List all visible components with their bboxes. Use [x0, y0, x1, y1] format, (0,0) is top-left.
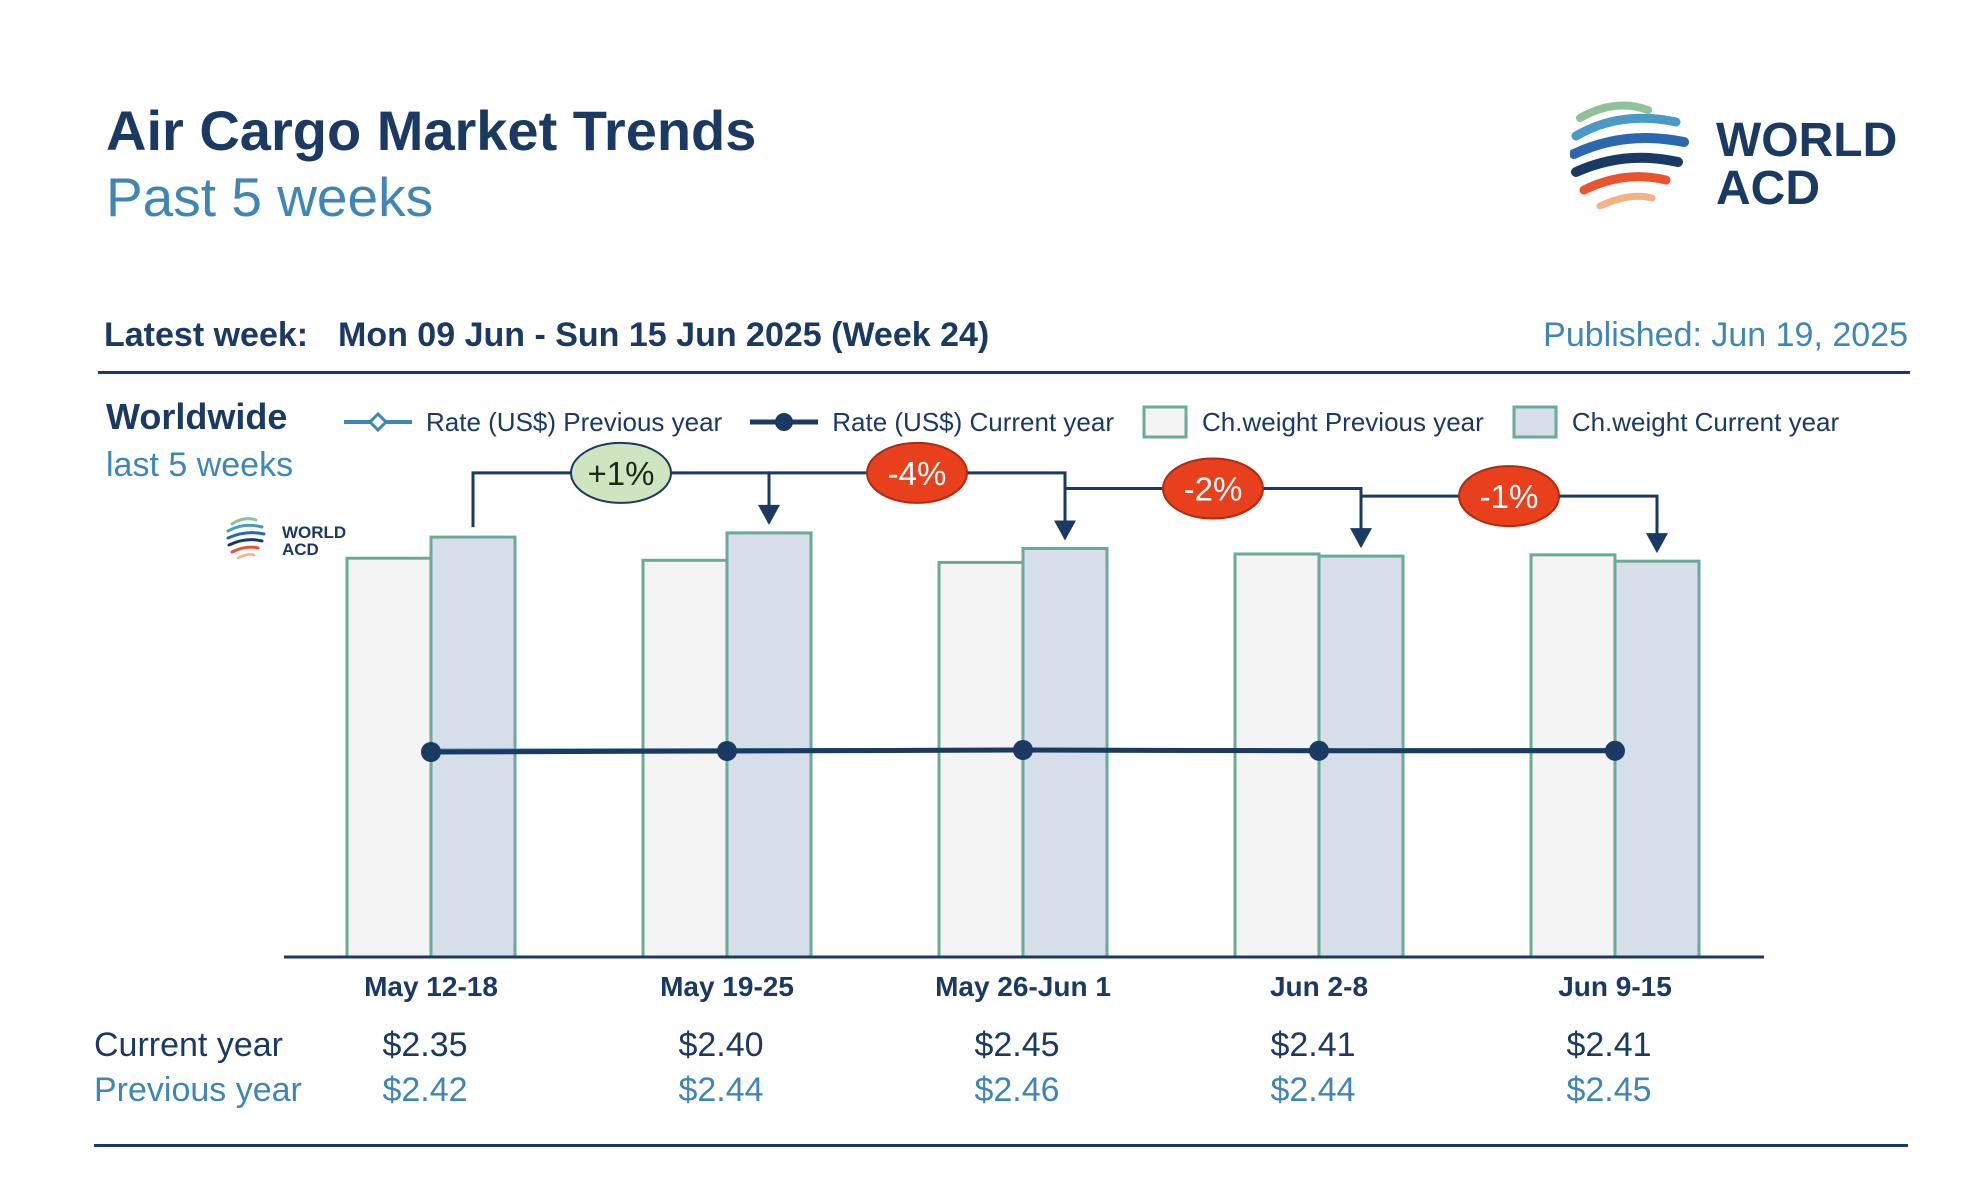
previous-year-row-label: Previous year	[94, 1071, 302, 1109]
legend-line-diamond-icon	[344, 412, 412, 432]
region-period: last 5 weeks	[106, 446, 294, 484]
bar-weight-cur-1	[725, 531, 813, 959]
logo-text-world: WORLD	[1716, 114, 1897, 167]
x-tick-label-0: May 12-18	[364, 971, 498, 1002]
current-rate-value: $2.40	[678, 1026, 764, 1064]
legend-box-cur-icon	[1512, 405, 1558, 439]
bar-weight-cur-4	[1613, 559, 1701, 959]
change-badge-2	[1162, 457, 1264, 520]
change-badge-0	[570, 441, 672, 504]
small-logo-text-world: WORLD	[282, 523, 346, 542]
x-tick-label-2: May 26-Jun 1	[935, 971, 1111, 1002]
region-title: Worldwide	[106, 396, 288, 437]
page-subtitle: Past 5 weeks	[106, 166, 434, 228]
published-date: Published: Jun 19, 2025	[1543, 316, 1908, 354]
previous-rate-value: $2.44	[678, 1071, 764, 1109]
legend-weight-prev: Ch.weight Previous year	[1142, 405, 1484, 439]
previous-rate-value: $2.42	[382, 1071, 468, 1109]
x-tick-label-1: May 19-25	[660, 971, 794, 1002]
point-rate-cur-1	[717, 741, 737, 761]
point-rate-cur-4	[1605, 740, 1625, 761]
previous-rate-value: $2.45	[1566, 1071, 1652, 1109]
chart-legend: Rate (US$) Previous year Rate (US$) Curr…	[344, 404, 1839, 440]
bar-weight-cur-3	[1317, 554, 1405, 959]
legend-rate-cur: Rate (US$) Current year	[750, 407, 1114, 438]
change-badge-1	[866, 441, 968, 504]
change-badge-label-3: -1%	[1480, 478, 1539, 515]
bar-weight-prev-4	[1529, 553, 1617, 959]
current-rate-value: $2.41	[1270, 1026, 1356, 1064]
change-badge-label-2: -2%	[1184, 471, 1243, 508]
world-acd-small-logo: WORLD ACD	[226, 517, 346, 560]
point-rate-cur-0	[421, 742, 441, 762]
header-divider	[98, 371, 1910, 374]
logo-text-acd: ACD	[1716, 162, 1820, 215]
current-rate-value: $2.45	[974, 1026, 1060, 1064]
change-badge-3	[1458, 465, 1560, 528]
page-title: Air Cargo Market Trends	[106, 99, 757, 162]
latest-week-label: Latest week:	[104, 316, 309, 354]
legend-rate-prev-label: Rate (US$) Previous year	[426, 406, 723, 437]
legend-weight-prev-label: Ch.weight Previous year	[1202, 406, 1484, 437]
bar-weight-cur-2	[1021, 547, 1109, 959]
legend-rate-prev: Rate (US$) Previous year	[344, 407, 722, 438]
previous-rate-value: $2.44	[1270, 1071, 1356, 1109]
legend-weight-cur: Ch.weight Current year	[1512, 405, 1839, 439]
current-rate-value: $2.35	[382, 1026, 468, 1064]
current-year-row-label: Current year	[94, 1026, 283, 1064]
x-tick-label-4: Jun 9-15	[1558, 971, 1672, 1002]
small-logo-text-acd: ACD	[282, 540, 319, 559]
legend-rate-cur-label: Rate (US$) Current year	[832, 406, 1114, 437]
point-rate-cur-3	[1309, 740, 1329, 761]
bar-weight-prev-0	[345, 556, 433, 959]
change-badge-label-0: +1%	[588, 455, 655, 492]
bar-weight-prev-2	[937, 560, 1025, 959]
legend-line-dot-icon	[750, 413, 819, 431]
footer-divider	[94, 1144, 1908, 1147]
current-rate-value: $2.41	[1566, 1026, 1652, 1064]
bar-weight-cur-0	[429, 535, 517, 959]
bar-weight-prev-1	[641, 558, 729, 959]
change-badge-label-1: -4%	[888, 455, 947, 492]
x-tick-label-3: Jun 2-8	[1270, 971, 1368, 1002]
world-acd-logo: WORLD ACD	[1570, 101, 1897, 215]
legend-box-prev-icon	[1142, 405, 1188, 439]
change-arrow-3	[1646, 533, 1668, 554]
legend-weight-cur-label: Ch.weight Current year	[1571, 406, 1840, 437]
previous-rate-value: $2.46	[974, 1071, 1060, 1109]
latest-week-value: Mon 09 Jun - Sun 15 Jun 2025 (Week 24)	[338, 316, 990, 354]
bar-weight-prev-3	[1233, 552, 1321, 959]
point-rate-cur-2	[1013, 740, 1033, 760]
